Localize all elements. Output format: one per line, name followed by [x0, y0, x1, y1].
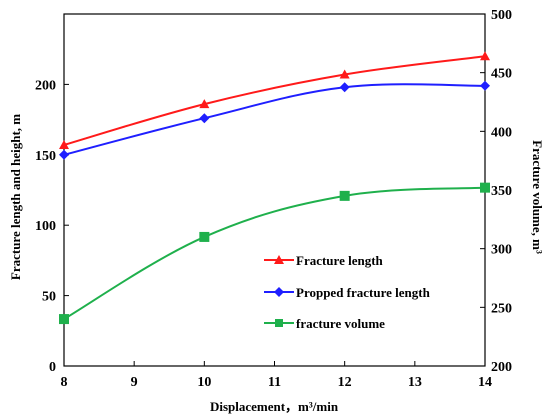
legend-label: fracture volume — [296, 316, 385, 331]
y-right-tick-label: 250 — [491, 301, 512, 316]
data-point-triangle — [480, 51, 490, 61]
legend-item-fracture-volume: fracture volume — [264, 316, 385, 331]
legend-label: Propped fracture length — [296, 285, 431, 300]
data-point-square — [199, 231, 210, 242]
y-right-tick-label: 450 — [491, 67, 512, 82]
y-left-tick-label: 150 — [35, 149, 56, 164]
legend-diamond-marker — [274, 287, 284, 297]
legend-label: Fracture length — [296, 253, 384, 268]
series-line-0 — [63, 55, 486, 146]
x-tick-label: 14 — [478, 375, 492, 390]
y-right-tick-label: 400 — [491, 125, 512, 140]
data-point-diamond — [480, 80, 490, 91]
data-point-square — [59, 314, 69, 325]
data-point-square — [339, 190, 350, 201]
data-point-triangle — [339, 69, 350, 79]
legend-triangle-marker — [274, 255, 284, 264]
data-point-diamond — [59, 149, 69, 160]
x-axis-title: Displacement，m³/min — [210, 399, 339, 414]
legend: Fracture length Propped fracture length … — [264, 253, 431, 331]
data-point-square — [480, 182, 490, 193]
x-tick-label: 12 — [338, 375, 352, 390]
series-lines — [63, 55, 486, 320]
y-right-tick-label: 350 — [491, 184, 512, 199]
series-line-1 — [63, 83, 486, 156]
y-right-tick-label: 200 — [491, 360, 512, 375]
x-tick-label: 13 — [408, 375, 422, 390]
series-markers — [59, 51, 490, 325]
data-point-diamond — [199, 113, 210, 124]
y-axis-right-title: Fracture volume, m³ — [530, 140, 545, 254]
legend-item-fracture-length: Fracture length — [264, 253, 384, 268]
x-tick-label: 9 — [131, 375, 138, 390]
ticks: 8 9 10 11 12 13 14 0 50 100 150 200 200 250 300 350 400 4… — [35, 8, 512, 390]
y-left-tick-label: 200 — [35, 78, 56, 93]
x-tick-label: 8 — [61, 375, 68, 390]
y-axis-left-title: Fracture length and height, m — [8, 114, 23, 280]
data-point-diamond — [339, 82, 350, 93]
x-tick-label: 10 — [197, 375, 211, 390]
y-left-tick-label: 0 — [49, 360, 56, 375]
legend-square-marker — [275, 319, 283, 327]
y-left-tick-label: 100 — [35, 219, 56, 234]
legend-item-propped-fracture-length: Propped fracture length — [264, 285, 431, 300]
y-left-tick-label: 50 — [42, 290, 56, 305]
series-line-2 — [63, 186, 486, 320]
y-right-tick-label: 500 — [491, 8, 512, 23]
data-point-triangle — [59, 139, 69, 149]
x-tick-label: 11 — [268, 375, 281, 390]
data-point-triangle — [199, 99, 210, 109]
y-right-tick-label: 300 — [491, 243, 512, 258]
